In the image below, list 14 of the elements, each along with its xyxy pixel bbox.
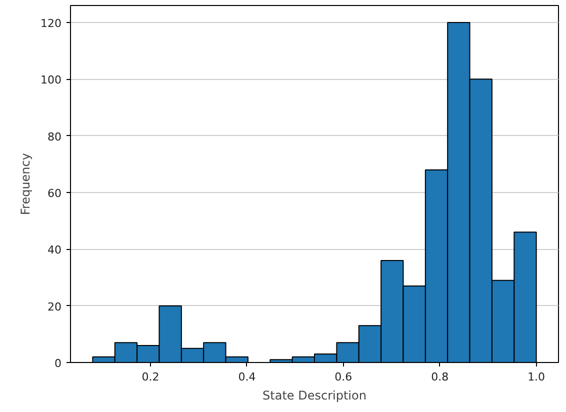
y-tick-label: 100 bbox=[40, 74, 62, 87]
x-tick-label: 0.4 bbox=[238, 370, 256, 384]
y-tick-label: 0 bbox=[54, 357, 62, 370]
y-tick-label: 60 bbox=[48, 187, 62, 200]
y-tick-label: 20 bbox=[48, 300, 62, 314]
x-axis-title: State Description bbox=[262, 388, 366, 402]
y-axis-title: Frequency bbox=[18, 152, 33, 215]
x-tick-label: 0.2 bbox=[142, 370, 160, 384]
x-tick-label: 1.0 bbox=[528, 370, 546, 384]
y-tick-label: 40 bbox=[48, 244, 62, 257]
x-tick-label: 0.6 bbox=[334, 370, 352, 384]
y-tick-label: 80 bbox=[48, 130, 62, 144]
x-tick-label: 0.8 bbox=[431, 370, 449, 384]
y-tick-label: 120 bbox=[40, 17, 62, 30]
